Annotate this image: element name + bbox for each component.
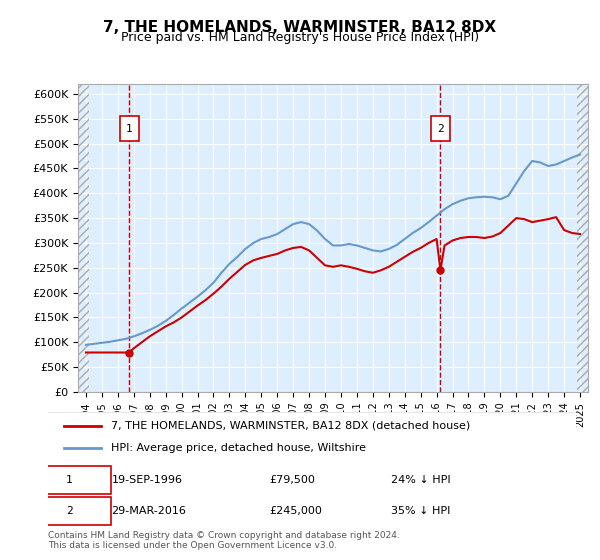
Text: 24% ↓ HPI: 24% ↓ HPI bbox=[391, 475, 451, 485]
Bar bbox=[78, 84, 89, 392]
FancyBboxPatch shape bbox=[27, 497, 112, 525]
Text: HPI: Average price, detached house, Wiltshire: HPI: Average price, detached house, Wilt… bbox=[112, 443, 367, 453]
Text: Contains HM Land Registry data © Crown copyright and database right 2024.
This d: Contains HM Land Registry data © Crown c… bbox=[48, 531, 400, 550]
Text: £79,500: £79,500 bbox=[270, 475, 316, 485]
Text: 2: 2 bbox=[437, 124, 444, 134]
Bar bbox=[78, 84, 91, 392]
FancyBboxPatch shape bbox=[37, 410, 587, 463]
FancyBboxPatch shape bbox=[27, 466, 112, 494]
Text: Price paid vs. HM Land Registry's House Price Index (HPI): Price paid vs. HM Land Registry's House … bbox=[121, 31, 479, 44]
Text: 1: 1 bbox=[126, 124, 133, 134]
Text: 35% ↓ HPI: 35% ↓ HPI bbox=[391, 506, 451, 516]
Text: 7, THE HOMELANDS, WARMINSTER, BA12 8DX (detached house): 7, THE HOMELANDS, WARMINSTER, BA12 8DX (… bbox=[112, 421, 470, 431]
FancyBboxPatch shape bbox=[120, 116, 139, 141]
Text: 1: 1 bbox=[66, 475, 73, 485]
Text: £245,000: £245,000 bbox=[270, 506, 323, 516]
Bar bbox=[577, 84, 588, 392]
Text: 29-MAR-2016: 29-MAR-2016 bbox=[112, 506, 186, 516]
Text: 7, THE HOMELANDS, WARMINSTER, BA12 8DX: 7, THE HOMELANDS, WARMINSTER, BA12 8DX bbox=[103, 20, 497, 35]
FancyBboxPatch shape bbox=[431, 116, 450, 141]
Text: 19-SEP-1996: 19-SEP-1996 bbox=[112, 475, 182, 485]
Text: 2: 2 bbox=[66, 506, 73, 516]
